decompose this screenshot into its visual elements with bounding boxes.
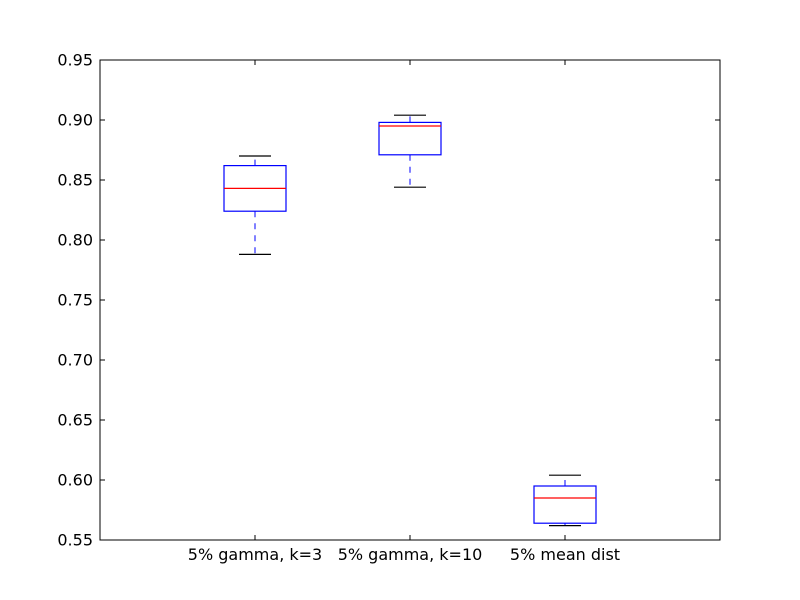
y-axis: 0.55 0.60 0.65 0.70 0.75 0.80 0.85 0.90 0.95 — [57, 51, 720, 550]
x-tick-label: 5% mean dist — [510, 545, 620, 564]
box-series-item — [378, 114, 442, 188]
y-tick-label: 0.75 — [57, 291, 93, 310]
boxes-group — [223, 114, 597, 527]
y-tick-label: 0.70 — [57, 351, 93, 370]
y-tick-label: 0.80 — [57, 231, 93, 250]
x-tick-label: 5% gamma, k=10 — [338, 545, 483, 564]
box-series-item — [223, 155, 287, 255]
box-iqr — [378, 121, 442, 156]
plot-area — [100, 60, 720, 540]
box-series-item — [533, 474, 597, 527]
plot-frame — [99, 59, 721, 541]
y-tick-label: 0.95 — [57, 51, 93, 70]
box-iqr — [533, 485, 597, 524]
y-tick-label: 0.85 — [57, 171, 93, 190]
x-tick-label: 5% gamma, k=3 — [188, 545, 322, 564]
y-tick-label: 0.55 — [57, 531, 93, 550]
y-tick-label: 0.90 — [57, 111, 93, 130]
x-axis: 5% gamma, k=3 5% gamma, k=10 5% mean dist — [188, 60, 620, 564]
y-tick-label: 0.60 — [57, 471, 93, 490]
y-tick-label: 0.65 — [57, 411, 93, 430]
